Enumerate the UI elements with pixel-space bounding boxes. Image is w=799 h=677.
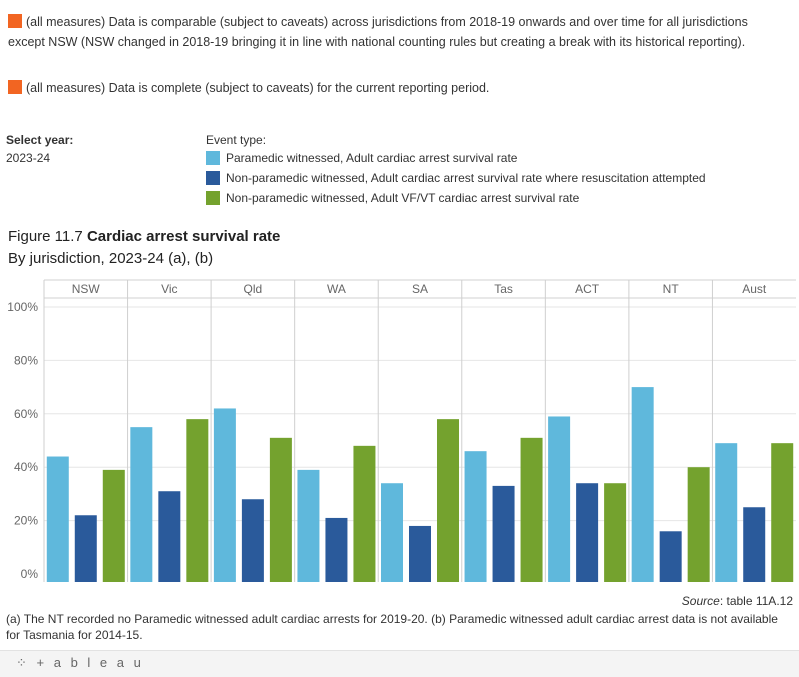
category-label: Aust bbox=[742, 282, 767, 296]
figure-number: Figure 11.7 bbox=[8, 228, 83, 245]
y-tick-label: 80% bbox=[14, 353, 38, 367]
bar-qld-s3[interactable] bbox=[269, 437, 292, 582]
select-year-value[interactable]: 2023-24 bbox=[6, 151, 51, 165]
tableau-footer: ⁘ + a b l e a u bbox=[0, 650, 799, 677]
note-text-1: (all measures) Data is comparable (subje… bbox=[8, 15, 748, 49]
bar-act-s2[interactable] bbox=[576, 483, 599, 582]
bar-tas-s2[interactable] bbox=[492, 485, 515, 582]
bar-nsw-s3[interactable] bbox=[102, 469, 125, 582]
bar-vic-s2[interactable] bbox=[158, 491, 181, 582]
legend-swatch-icon bbox=[206, 191, 220, 205]
figure-title-bold: Cardiac arrest survival rate bbox=[86, 228, 281, 245]
category-label: Vic bbox=[161, 282, 177, 296]
bar-wa-s1[interactable] bbox=[297, 469, 320, 582]
legend-swatch-icon bbox=[206, 151, 220, 165]
y-tick-label: 0% bbox=[21, 567, 39, 581]
bar-nt-s3[interactable] bbox=[687, 467, 710, 582]
legend-label: Non-paramedic witnessed, Adult VF/VT car… bbox=[226, 191, 580, 205]
bar-tas-s3[interactable] bbox=[520, 437, 543, 582]
figure-title: Figure 11.7 Cardiac arrest survival rate bbox=[8, 228, 280, 245]
bar-act-s1[interactable] bbox=[548, 416, 571, 582]
category-label: Tas bbox=[494, 282, 513, 296]
completeness-note: (all measures) Data is complete (subject… bbox=[8, 78, 489, 98]
bar-sa-s1[interactable] bbox=[381, 483, 403, 582]
legend-item-non-paramedic[interactable]: Non-paramedic witnessed, Adult cardiac a… bbox=[206, 170, 706, 186]
bar-nsw-s2[interactable] bbox=[74, 515, 97, 582]
category-label: NSW bbox=[72, 282, 101, 296]
bar-vic-s3[interactable] bbox=[186, 419, 209, 582]
tableau-logo[interactable]: ⁘ + a b l e a u bbox=[16, 655, 144, 671]
bar-wa-s3[interactable] bbox=[353, 445, 376, 582]
bar-sa-s2[interactable] bbox=[409, 525, 431, 582]
bar-vic-s1[interactable] bbox=[130, 427, 153, 582]
y-tick-label: 100% bbox=[7, 300, 38, 314]
bar-sa-s3[interactable] bbox=[437, 419, 459, 582]
source-text: : table 11A.12 bbox=[719, 594, 793, 608]
note-swatch-icon bbox=[8, 14, 22, 28]
legend-swatch-icon bbox=[206, 171, 220, 185]
legend-label: Non-paramedic witnessed, Adult cardiac a… bbox=[226, 171, 706, 185]
bar-nt-s2[interactable] bbox=[659, 531, 682, 582]
note-text-2: (all measures) Data is complete (subject… bbox=[26, 81, 490, 95]
figure-subtitle: By jurisdiction, 2023-24 (a), (b) bbox=[8, 250, 214, 267]
legend-item-paramedic[interactable]: Paramedic witnessed, Adult cardiac arres… bbox=[206, 150, 517, 166]
y-tick-label: 40% bbox=[14, 460, 38, 474]
comparability-note: (all measures) Data is comparable (subje… bbox=[8, 12, 788, 52]
category-label: SA bbox=[412, 282, 428, 296]
bar-tas-s1[interactable] bbox=[464, 451, 487, 582]
bar-aust-s1[interactable] bbox=[715, 443, 738, 582]
footnote: (a) The NT recorded no Paramedic witness… bbox=[6, 612, 778, 642]
legend-label: Paramedic witnessed, Adult cardiac arres… bbox=[226, 151, 518, 165]
bar-qld-s1[interactable] bbox=[213, 408, 236, 582]
bar-aust-s3[interactable] bbox=[771, 443, 794, 582]
bar-aust-s2[interactable] bbox=[743, 507, 766, 582]
tableau-logo-text: + a b l e a u bbox=[36, 655, 144, 670]
bar-qld-s2[interactable] bbox=[241, 499, 264, 582]
legend-item-vfvt[interactable]: Non-paramedic witnessed, Adult VF/VT car… bbox=[206, 190, 579, 206]
bar-nt-s1[interactable] bbox=[631, 387, 654, 582]
source-label: Source bbox=[681, 594, 720, 608]
bar-act-s3[interactable] bbox=[604, 483, 627, 582]
category-label: NT bbox=[663, 282, 680, 296]
y-tick-label: 60% bbox=[14, 407, 38, 421]
category-label: ACT bbox=[575, 282, 600, 296]
category-label: Qld bbox=[244, 282, 263, 296]
category-label: WA bbox=[327, 282, 346, 296]
bar-chart[interactable]: 0% 20% 40% 60% 80% 100% NSW Vic Qld WA SA Tas ACT NT A… bbox=[0, 270, 799, 590]
event-type-label: Event type: bbox=[206, 133, 267, 147]
note-swatch-icon bbox=[8, 80, 22, 94]
y-tick-label: 20% bbox=[14, 514, 38, 528]
source-note: Source: table 11A.12 bbox=[682, 594, 793, 608]
bar-nsw-s1[interactable] bbox=[46, 456, 69, 582]
tableau-logo-icon: ⁘ bbox=[16, 655, 30, 670]
select-year-label: Select year: bbox=[6, 133, 74, 147]
bar-wa-s2[interactable] bbox=[325, 517, 348, 582]
